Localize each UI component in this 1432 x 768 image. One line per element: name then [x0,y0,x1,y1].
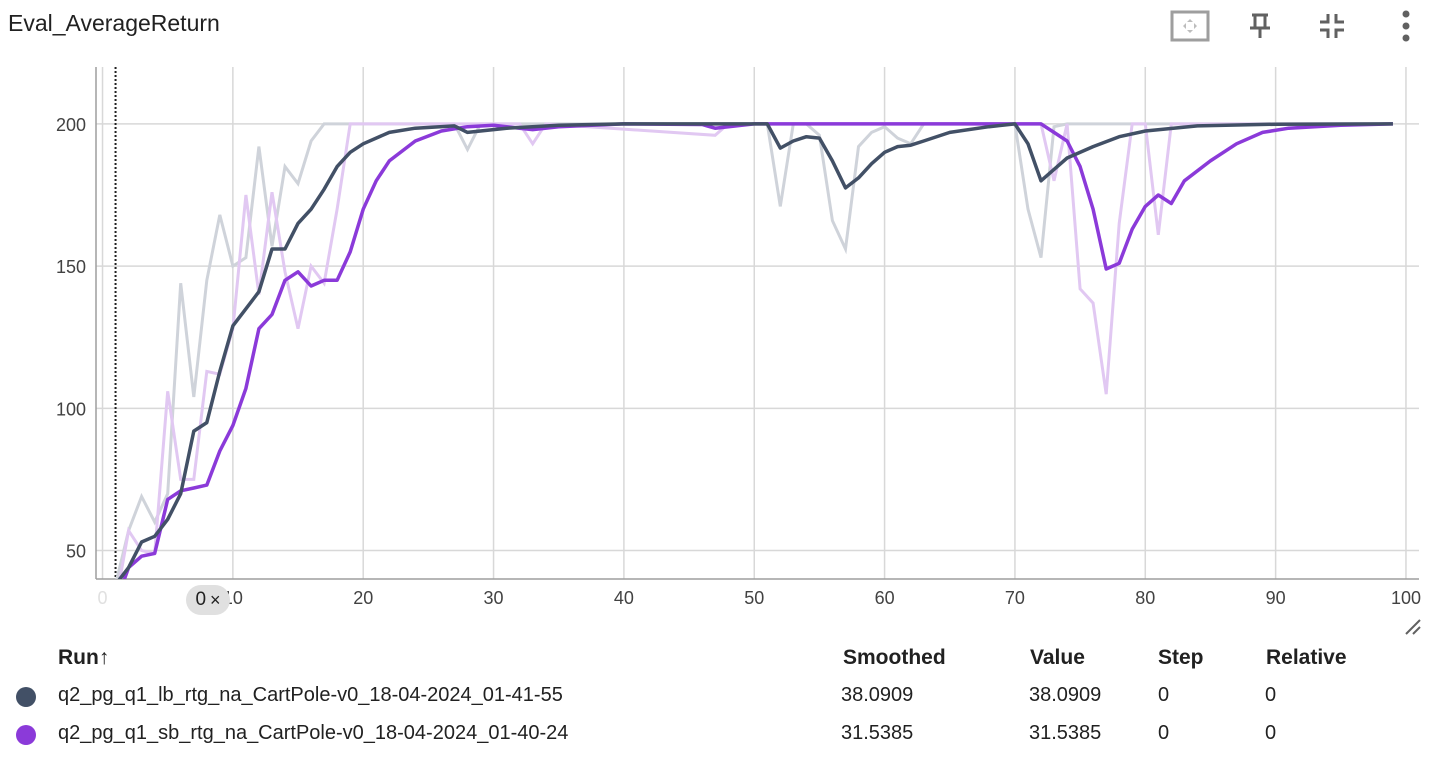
relative-value: 0 [1265,722,1277,744]
relative-column-header[interactable]: Relative [1266,646,1347,669]
run-color-swatch [16,687,36,707]
smoothed-series-line-1 [117,122,1393,579]
table-row[interactable]: q2_pg_q1_lb_rtg_na_CartPole-v0_18-04-202… [0,676,1432,714]
run-color-swatch [16,725,36,745]
run-header-label: Run [58,646,99,669]
raw-value: 38.0909 [1029,684,1102,706]
x-tick-label: 100 [1391,588,1421,608]
step-selector-chip[interactable]: 0 × [186,585,230,615]
pin-icon [1250,13,1270,38]
x-tick-label: 40 [614,588,634,608]
x-tick-label: 90 [1266,588,1286,608]
fit-to-data-icon [1170,10,1210,42]
relative-value: 0 [1265,684,1277,706]
collapse-button[interactable] [1312,8,1352,44]
run-column-header[interactable]: Run↑ [58,646,109,670]
step-value: 0 [1158,684,1170,706]
sort-ascending-icon: ↑ [98,646,110,669]
pin-button[interactable] [1240,8,1280,44]
x-tick-label: 80 [1135,588,1155,608]
smoothed-value: 31.5385 [841,722,914,744]
more-options-button[interactable] [1386,8,1426,44]
raw-series-line-2 [118,122,1393,579]
value-column-header[interactable]: Value [1030,646,1085,669]
chart-title: Eval_AverageReturn [8,10,220,36]
run-name: q2_pg_q1_sb_rtg_na_CartPole-v0_18-04-202… [58,722,569,744]
step-column-header[interactable]: Step [1158,646,1204,669]
x-tick-label: 20 [353,588,373,608]
x-tick-label: 70 [1005,588,1025,608]
table-row[interactable]: q2_pg_q1_sb_rtg_na_CartPole-v0_18-04-202… [0,714,1432,752]
y-tick-label: 200 [56,115,86,135]
y-tick-label: 50 [66,542,86,562]
y-tick-label: 150 [56,257,86,277]
close-icon[interactable]: × [210,589,221,610]
resize-handle-icon[interactable] [1402,616,1422,636]
run-name: q2_pg_q1_lb_rtg_na_CartPole-v0_18-04-202… [58,684,563,706]
x-tick-label: 60 [875,588,895,608]
step-value: 0 [1158,722,1170,744]
fit-to-data-button[interactable] [1170,8,1210,44]
x-tick-label: 50 [744,588,764,608]
y-tick-label: 100 [56,399,86,419]
smoothed-column-header[interactable]: Smoothed [843,646,946,669]
x-tick-label: 0 [98,588,108,608]
raw-value: 31.5385 [1029,722,1102,744]
collapse-icon [1320,14,1344,38]
x-tick-label: 30 [484,588,504,608]
more-vert-icon [1402,10,1410,42]
line-chart[interactable]: 0102030405060708090100150100150200 [0,60,1432,620]
smoothed-value: 38.0909 [841,684,914,706]
step-chip-value: 0 [195,589,207,610]
